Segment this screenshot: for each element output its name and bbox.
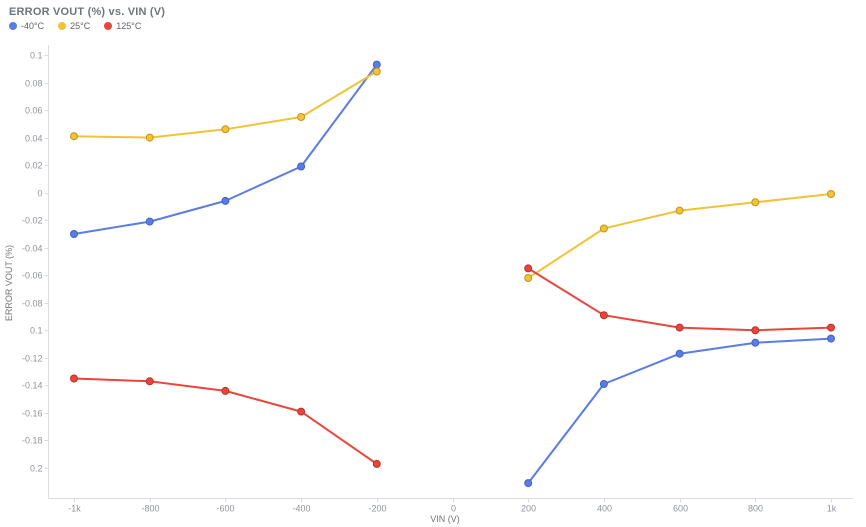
series-line-0 [527,337,832,485]
data-point-2[interactable] [675,323,684,332]
series-dot-icon [9,22,17,30]
series-dot-icon [104,22,113,30]
data-point-0[interactable] [599,380,608,388]
y-tick-label: 0.02 [25,161,43,171]
y-tick-label: -0.04 [22,244,43,254]
data-point-0[interactable] [827,334,835,343]
data-point-0[interactable] [524,479,533,488]
legend-item-minus40c[interactable]: -40°C [9,21,44,31]
x-tick-label: 800 [748,504,763,514]
legend-item-25c[interactable]: 25°C [58,21,90,31]
data-point-0[interactable] [297,162,306,171]
x-tick-label: -200 [368,504,386,514]
y-tick-label: 0 [37,189,42,199]
data-point-0[interactable] [675,349,684,358]
y-tick-label: -0.02 [22,216,43,226]
x-tick-label: 1k [827,504,837,514]
data-point-1[interactable] [372,67,381,76]
y-tick-label: -0.12 [22,354,43,364]
data-point-2[interactable] [70,374,78,383]
legend-label: -40°C [21,21,45,31]
data-point-0[interactable] [221,196,230,205]
data-point-2[interactable] [145,377,154,386]
y-tick-label: -0.18 [22,436,43,446]
data-point-1[interactable] [297,113,306,121]
data-point-0[interactable] [372,60,381,69]
data-point-1[interactable] [524,274,533,282]
legend-item-125c[interactable]: 125°C [104,21,141,31]
legend: -40°C 25°C 125°C [9,21,141,31]
data-point-0[interactable] [70,230,78,238]
data-point-0[interactable] [145,217,154,226]
data-point-1[interactable] [145,133,154,142]
y-tick-label: -0.16 [22,409,43,419]
x-tick-label: 0 [451,504,456,514]
data-point-1[interactable] [827,190,835,198]
y-tick-label: 0.1 [30,51,43,61]
data-point-2[interactable] [524,264,533,273]
x-tick-label: -800 [141,504,159,514]
data-point-1[interactable] [599,224,608,233]
series-line-2 [527,267,832,332]
y-tick-label: 0.04 [25,134,43,144]
series-dot-icon [58,22,67,30]
data-point-2[interactable] [372,459,381,468]
data-point-2[interactable] [827,323,835,332]
data-point-1[interactable] [70,132,78,141]
y-tick-label: 0.06 [25,106,43,116]
y-tick-label: -0.08 [22,299,43,309]
x-tick-label: 600 [673,504,688,514]
x-tick-label: -400 [292,504,310,514]
y-tick-label: 0.2 [30,464,43,474]
y-axis-title: ERROR VOUT (%) [4,245,14,321]
x-tick-label: -1k [68,504,81,514]
data-point-1[interactable] [675,206,684,215]
data-point-2[interactable] [599,311,608,320]
data-point-2[interactable] [297,407,306,416]
legend-label: 25°C [70,21,91,31]
data-point-0[interactable] [751,338,760,347]
data-point-2[interactable] [221,386,230,395]
series-line-0 [73,63,378,235]
data-point-1[interactable] [221,125,230,134]
x-tick-label: 200 [521,504,536,514]
data-point-1[interactable] [751,198,760,207]
y-tick-label: -0.14 [22,381,43,391]
y-tick-label: 0.1 [30,326,43,336]
x-tick-label: 400 [597,504,612,514]
chart-title: ERROR VOUT (%) vs. VIN (V) [9,6,166,18]
x-tick-label: -600 [216,504,234,514]
data-point-2[interactable] [751,326,760,335]
y-tick-label: -0.06 [22,271,43,281]
y-tick-label: 0.08 [25,79,43,89]
legend-label: 125°C [116,21,142,31]
x-axis-title: VIN (V) [430,514,460,524]
